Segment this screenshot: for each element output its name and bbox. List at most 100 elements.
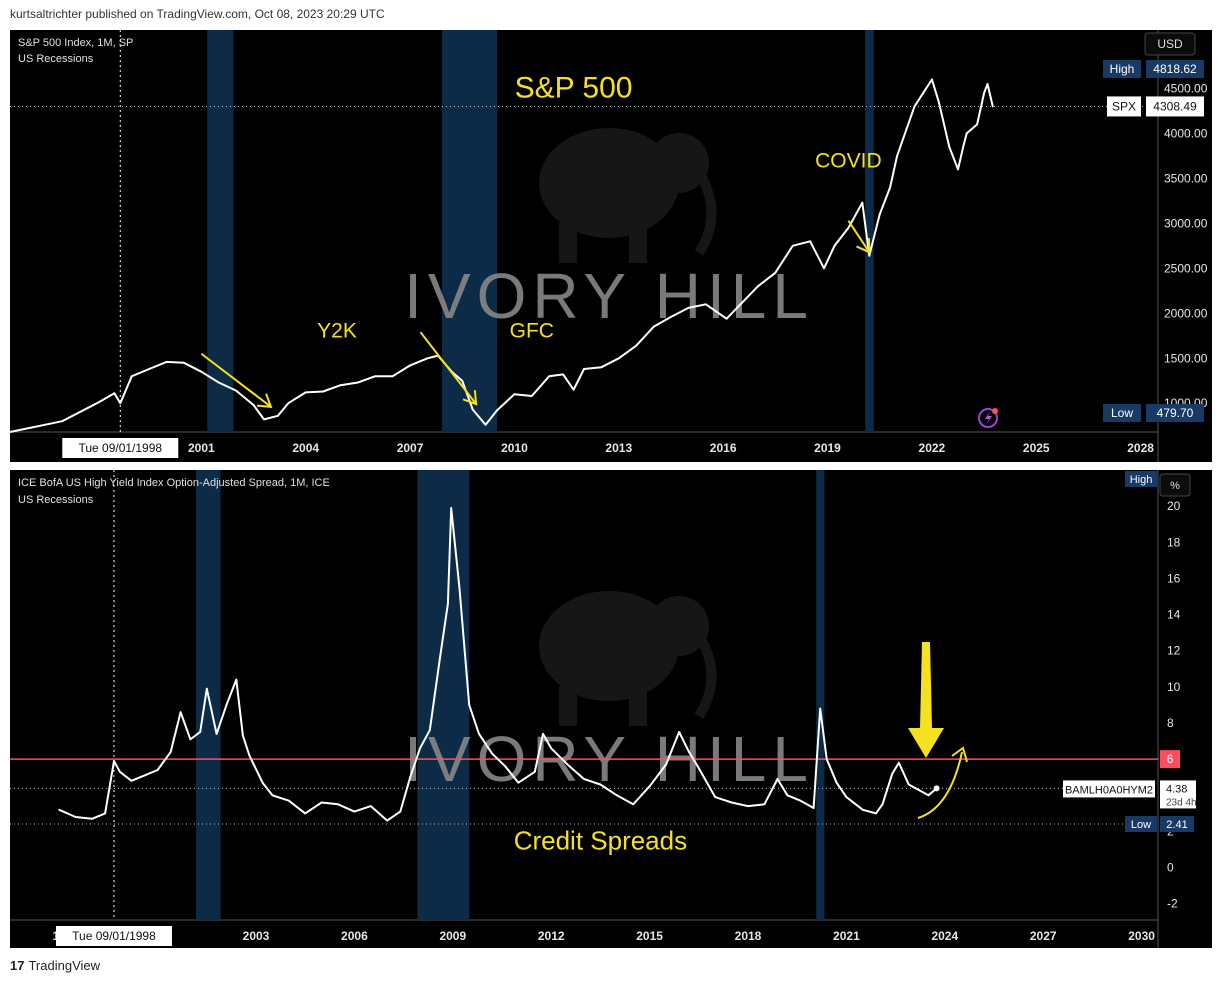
x-tick-label-2: 2007 [397,441,424,455]
crosshair-date-label: Tue 09/01/1998 [72,929,156,943]
data-point-27 [386,819,389,822]
data-point-11 [189,738,192,741]
data-point-44 [687,306,690,309]
data-point-59 [786,794,789,797]
data-point-9 [169,751,172,753]
data-point-29 [461,379,464,382]
recession-band-2 [816,470,825,920]
data-point-34 [450,507,453,509]
annotation-2: GFC [510,320,554,343]
data-point-25 [353,810,356,813]
data-point-72 [917,788,920,791]
annotation-3: COVID [815,150,882,173]
data-point-55 [861,201,864,204]
data-point-69 [986,83,989,85]
low-value-label: 2.41 [1166,819,1187,831]
x-tick-label-1: 2004 [292,441,319,455]
data-point-7 [119,402,122,405]
high-tag-box [1125,471,1157,487]
data-point-63 [948,146,951,148]
data-point-67 [976,123,979,126]
x-tick-label-0: 2001 [188,441,215,455]
data-point-47 [615,794,618,797]
hy-time-axis[interactable] [10,920,1212,948]
data-point-5 [96,402,98,405]
data-point-22 [304,812,307,815]
data-point-48 [757,285,759,288]
last-tag-box [1107,96,1141,117]
data-point-37 [572,388,575,391]
x-tick-label-5: 2016 [710,441,737,455]
data-point-38 [491,752,494,755]
data-point-42 [542,732,544,735]
y-tick-label-0: -2 [1167,897,1178,911]
last-point-dot [933,785,940,792]
x-tick-label-10: 2027 [1030,929,1057,943]
data-point-51 [809,240,812,243]
data-point-45 [583,778,585,780]
curved-arrow-annotation [917,751,963,819]
reference-tag-box [1160,750,1180,769]
data-point-22 [356,381,359,384]
last-value-label: 4.38 [1166,783,1187,795]
y-tick-label-1: 0 [1167,861,1174,875]
watermark-elephant-icon [539,127,717,263]
x-tick-label-7: 2022 [919,441,946,455]
spx-plot-area[interactable] [10,30,1158,432]
data-point-7 [143,774,146,777]
hy-subtitle: US Recessions [18,494,94,506]
data-point-68 [983,92,985,94]
data-point-25 [409,364,411,367]
data-point-19 [304,391,307,394]
currency-label[interactable]: USD [1157,37,1183,51]
data-point-70 [897,761,900,764]
data-point-1 [26,427,29,430]
high-tag-label: High [1130,474,1153,486]
data-point-71 [907,783,910,786]
data-point-18 [248,754,251,757]
data-point-41 [635,344,638,347]
data-point-16 [235,678,238,681]
data-point-66 [861,808,864,811]
last-tag-label: SPX [1112,99,1136,113]
data-point-38 [583,368,585,370]
data-point-53 [697,767,700,770]
data-point-49 [774,271,777,274]
arrow-1 [419,331,477,405]
recession-band-0 [207,30,234,432]
data-point-33 [446,602,449,605]
data-point-39 [600,366,603,369]
spx-title: S&P 500 Index, 1M, SP [18,37,133,49]
data-point-62 [819,707,822,710]
data-point-60 [913,105,916,108]
y-tick-label-7: 12 [1167,644,1181,658]
data-point-19 [261,781,264,784]
arrow-2 [847,220,871,253]
data-point-29 [409,776,412,779]
y-tick-label-4: 3000.00 [1164,216,1208,230]
data-point-57 [763,803,766,806]
y-tick-label-5: 3500.00 [1164,171,1208,185]
x-tick-label-6: 2015 [636,929,663,943]
data-point-54 [714,796,717,799]
hy-price-axis[interactable] [1158,470,1212,920]
x-tick-label-11: 2030 [1128,929,1155,943]
y-tick-label-5: 8 [1167,716,1174,730]
data-point-20 [322,390,324,393]
unit-label[interactable]: % [1170,480,1180,492]
x-tick-label-8: 2021 [833,929,860,943]
data-point-8 [130,375,133,378]
x-tick-label-8: 2025 [1023,441,1050,455]
last-value-box [1160,780,1196,809]
data-point-6 [113,392,116,395]
footer-brand[interactable]: 17 TradingView [10,958,100,973]
data-point-23 [320,801,323,804]
down-arrow-annotation [908,642,944,758]
alert-lightning-icon[interactable] [978,408,998,428]
data-point-10 [179,711,182,714]
data-point-56 [747,805,749,808]
y-tick-label-2: 2000.00 [1164,306,1208,320]
data-point-36 [562,373,565,376]
arrow-head-2 [856,238,871,254]
spx-time-axis[interactable] [10,432,1212,462]
